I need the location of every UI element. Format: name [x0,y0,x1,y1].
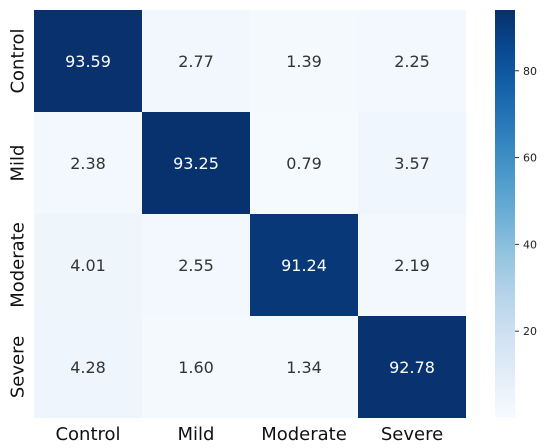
y-tick-label: Severe [8,336,29,398]
heatmap-cell-labels: 93.59 2.77 1.39 2.25 2.38 93.25 0.79 3.57 4.01 2.… [65,52,435,377]
colorbar-gradient [495,10,515,418]
heatmap-cell [34,112,142,214]
heatmap-cell [34,316,142,418]
cell-value-label: 2.38 [70,154,106,173]
heatmap-cell [142,112,250,214]
x-tick-label: Mild [178,424,215,445]
x-tick-label: Severe [381,424,443,445]
colorbar-tick-label: 40 [523,238,537,251]
colorbar-tick-label: 80 [523,65,537,78]
y-tick-label: Control [8,28,29,93]
y-tick-label: Mild [8,145,29,182]
heatmap-cells [34,10,466,418]
heatmap-cell [34,10,142,112]
heatmap-cell [250,214,358,316]
heatmap-cell [142,10,250,112]
cell-value-label: 91.24 [281,256,327,275]
heatmap-cell [34,214,142,316]
x-tick-label: Control [55,424,120,445]
cell-value-label: 2.55 [178,256,214,275]
cell-value-label: 1.34 [286,358,322,377]
heatmap-cell [142,316,250,418]
cell-value-label: 1.60 [178,358,214,377]
cell-value-label: 93.25 [173,154,219,173]
cell-value-label: 93.59 [65,52,111,71]
cell-value-label: 3.57 [394,154,430,173]
cell-value-label: 2.77 [178,52,214,71]
heatmap-cell [142,214,250,316]
heatmap-cell [358,214,466,316]
heatmap-cell [358,112,466,214]
cell-value-label: 2.19 [394,256,430,275]
colorbar-tick-label: 60 [523,152,537,165]
cell-value-label: 4.28 [70,358,106,377]
x-tick-label: Moderate [261,424,347,445]
cell-value-label: 2.25 [394,52,430,71]
colorbar-tick-label: 20 [523,325,537,338]
y-tick-label: Moderate [8,222,29,308]
colorbar: 20 40 60 80 [495,10,537,418]
heatmap-cell [250,316,358,418]
cell-value-label: 0.79 [286,154,322,173]
heatmap-cell [250,112,358,214]
y-tick-labels: Control Mild Moderate Severe [8,28,29,398]
x-tick-labels: Control Mild Moderate Severe [55,424,443,445]
heatmap-cell [250,10,358,112]
heatmap-cell [358,316,466,418]
cell-value-label: 4.01 [70,256,106,275]
heatmap-cell [358,10,466,112]
cell-value-label: 1.39 [286,52,322,71]
cell-value-label: 92.78 [389,358,435,377]
